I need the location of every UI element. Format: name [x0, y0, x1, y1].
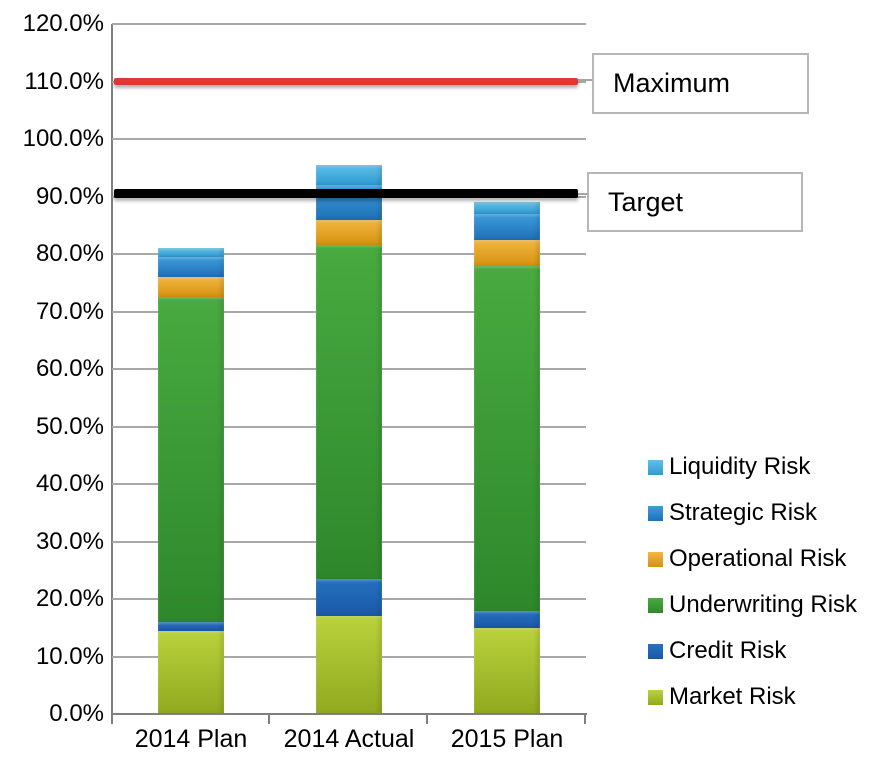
- bar-segment-market-risk-2014-actual[interactable]: [316, 616, 382, 714]
- bar-segment-strategic-risk-2015-plan[interactable]: [474, 213, 540, 240]
- x-axis-tick: [268, 713, 270, 724]
- legend-item-operational-risk[interactable]: Operational Risk: [648, 544, 857, 574]
- bar-segment-liquidity-risk-2015-plan[interactable]: [474, 202, 540, 214]
- legend-label-credit-risk: Credit Risk: [669, 637, 787, 664]
- maximum-leader-line: [578, 79, 593, 81]
- bar-segment-liquidity-risk-2014-plan[interactable]: [158, 248, 224, 257]
- bar-segment-underwriting-risk-2015-plan[interactable]: [474, 265, 540, 611]
- target-leader-line: [578, 193, 588, 195]
- legend-label-operational-risk: Operational Risk: [669, 545, 847, 572]
- legend-swatch-underwriting-risk: [648, 597, 663, 613]
- bar-segment-operational-risk-2014-actual[interactable]: [316, 219, 382, 246]
- y-axis-tick-label-90: 90.0%: [35, 182, 104, 210]
- target-label-box[interactable]: Target: [587, 172, 803, 232]
- maximum-label-box[interactable]: Maximum: [592, 53, 809, 114]
- y-axis-tick-label-40: 40.0%: [35, 470, 104, 497]
- y-axis-tick-label-50: 50.0%: [35, 412, 104, 440]
- bar-segment-operational-risk-2014-plan[interactable]: [158, 277, 224, 298]
- y-axis-tick-label-70: 70.0%: [35, 297, 104, 325]
- legend-item-strategic-risk[interactable]: Strategic Risk: [648, 498, 857, 528]
- x-axis-label-2015-plan: 2015 Plan: [450, 725, 564, 753]
- legend-item-underwriting-risk[interactable]: Underwriting Risk: [648, 590, 857, 620]
- bar-segment-market-risk-2014-plan[interactable]: [158, 630, 224, 714]
- y-axis-tick-label-0: 0.0%: [49, 700, 104, 727]
- legend-item-market-risk[interactable]: Market Risk: [648, 682, 857, 712]
- legend: Liquidity Risk Strategic Risk Operational …: [648, 452, 857, 712]
- y-axis-tick-label-60: 60.0%: [35, 355, 104, 382]
- maximum-label: Maximum: [613, 68, 731, 98]
- y-axis-tick-label-20: 20.0%: [35, 585, 104, 612]
- x-axis-label-2014-plan: 2014 Plan: [134, 725, 248, 753]
- y-axis-tick-label-120: 120.0%: [22, 10, 104, 37]
- x-axis-line: [111, 713, 587, 715]
- bar-segment-market-risk-2015-plan[interactable]: [474, 627, 540, 714]
- maximum-line[interactable]: [114, 78, 578, 85]
- y-axis-tick-label-100: 100.0%: [22, 125, 104, 152]
- plot-area: [112, 23, 586, 714]
- y-axis-tick-label-30: 30.0%: [35, 527, 104, 555]
- x-axis-tick: [584, 713, 586, 724]
- y-axis-line: [111, 24, 113, 724]
- legend-swatch-liquidity-risk: [648, 459, 663, 475]
- bar-segment-credit-risk-2014-actual[interactable]: [316, 578, 382, 617]
- legend-item-liquidity-risk[interactable]: Liquidity Risk: [648, 452, 857, 482]
- legend-swatch-operational-risk: [648, 551, 663, 567]
- target-label: Target: [608, 186, 684, 217]
- y-axis-tick-label-80: 80.0%: [35, 240, 104, 267]
- gridline-100: [112, 138, 586, 140]
- y-axis-tick-label-110: 110.0%: [24, 67, 104, 95]
- bar-segment-underwriting-risk-2014-plan[interactable]: [158, 297, 224, 622]
- target-line[interactable]: [114, 189, 578, 198]
- legend-swatch-market-risk: [648, 689, 663, 705]
- bar-segment-strategic-risk-2014-plan[interactable]: [158, 256, 224, 277]
- legend-label-liquidity-risk: Liquidity Risk: [669, 453, 811, 480]
- legend-swatch-credit-risk: [648, 643, 663, 659]
- legend-label-underwriting-risk: Underwriting Risk: [669, 591, 858, 618]
- y-axis-tick-label-10: 10.0%: [35, 642, 104, 670]
- gridline-120: [112, 23, 586, 25]
- bar-segment-credit-risk-2014-plan[interactable]: [158, 622, 224, 631]
- bar-segment-credit-risk-2015-plan[interactable]: [474, 610, 540, 628]
- legend-label-market-risk: Market Risk: [669, 683, 796, 710]
- legend-swatch-strategic-risk: [648, 505, 663, 521]
- bar-segment-underwriting-risk-2014-actual[interactable]: [316, 245, 382, 579]
- bar-segment-operational-risk-2015-plan[interactable]: [474, 239, 540, 266]
- legend-label-strategic-risk: Strategic Risk: [669, 499, 818, 526]
- x-axis-label-2014-actual: 2014 Actual: [283, 725, 415, 753]
- bar-segment-liquidity-risk-2014-actual[interactable]: [316, 164, 382, 185]
- x-axis-tick: [426, 713, 428, 724]
- legend-item-credit-risk[interactable]: Credit Risk: [648, 636, 857, 666]
